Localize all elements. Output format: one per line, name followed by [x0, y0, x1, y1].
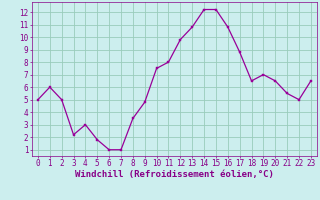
X-axis label: Windchill (Refroidissement éolien,°C): Windchill (Refroidissement éolien,°C) [75, 170, 274, 179]
